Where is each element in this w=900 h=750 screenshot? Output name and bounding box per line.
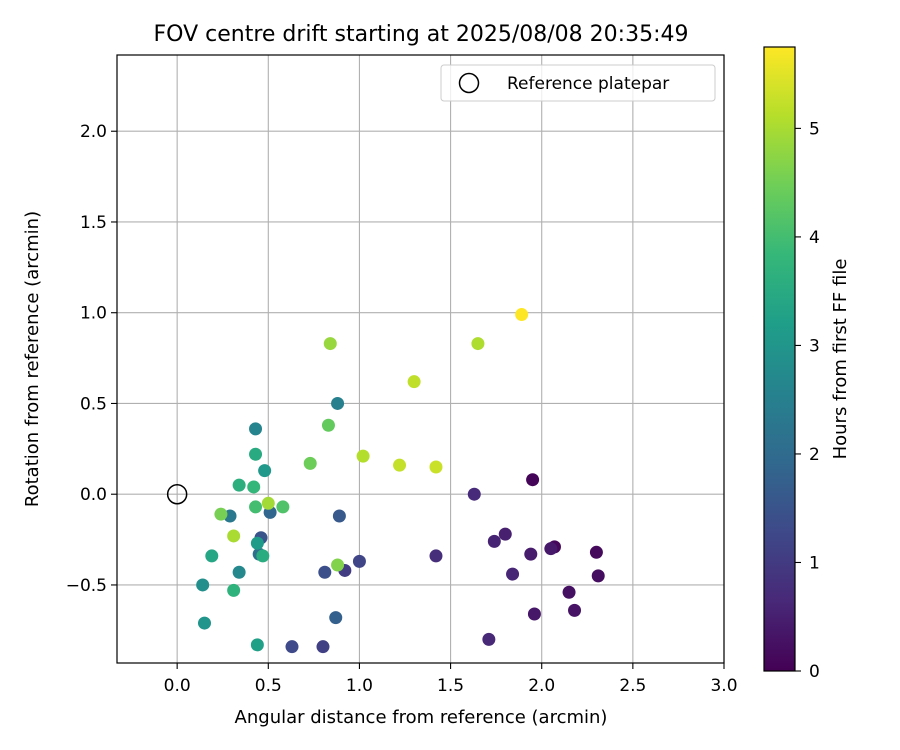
data-point	[249, 422, 263, 436]
data-point	[205, 549, 219, 563]
data-point	[316, 640, 330, 654]
colorbar-tick-label: 0	[809, 662, 820, 682]
data-point	[250, 638, 264, 652]
data-point	[331, 558, 345, 572]
plot-frame	[116, 54, 725, 664]
data-point	[232, 478, 246, 492]
data-point	[227, 583, 241, 597]
x-tick-label: 1.5	[437, 676, 464, 696]
data-point	[332, 509, 346, 523]
colorbar-tick-label: 3	[809, 336, 820, 356]
data-point	[197, 616, 211, 630]
data-point	[471, 337, 485, 351]
legend-box	[440, 64, 716, 102]
grid	[117, 55, 725, 663]
plot-area: 0.0 0.5 1.0 1.5 2.0 2.5 3.0 −0.5 0.0 0.5 1.0 1.5 2.…	[66, 54, 738, 696]
data-point	[285, 640, 299, 654]
data-point	[467, 487, 481, 501]
data-point	[323, 337, 337, 351]
data-point	[256, 549, 270, 563]
data-point	[562, 585, 576, 599]
data-point	[526, 473, 540, 487]
y-tick-label: 0.0	[80, 485, 107, 505]
data-point	[527, 607, 541, 621]
y-axis-label: Rotation from reference (arcmin)	[22, 211, 43, 507]
data-point	[487, 534, 501, 548]
data-point	[249, 447, 263, 461]
x-tick-label: 1.0	[346, 676, 373, 696]
data-point	[429, 460, 443, 474]
y-tick-label: 2.0	[80, 122, 107, 142]
y-tick-label: 0.5	[80, 394, 107, 414]
plot-background	[117, 55, 724, 663]
y-tick-label: −0.5	[66, 576, 107, 596]
y-tick-label: 1.0	[80, 304, 107, 324]
x-tick-label: 2.5	[619, 676, 646, 696]
chart-title: FOV centre drift starting at 2025/08/08 …	[154, 22, 689, 47]
legend-open-circle-icon	[458, 72, 480, 94]
data-point	[568, 603, 582, 617]
colorbar-ticks: 0 1 2 3 4 5	[795, 119, 820, 682]
data-point	[250, 536, 264, 550]
data-point	[303, 456, 317, 470]
colorbar: 0 1 2 3 4 5 Hours from first FF file	[763, 46, 851, 682]
x-tick-label: 2.0	[528, 676, 555, 696]
x-tick-label: 3.0	[710, 676, 737, 696]
data-point	[276, 500, 290, 514]
colorbar-gradient	[763, 46, 796, 672]
x-axis-ticks: 0.0 0.5 1.0 1.5 2.0 2.5 3.0	[164, 663, 738, 696]
x-axis-label: Angular distance from reference (arcmin)	[235, 707, 608, 728]
data-point	[544, 542, 558, 556]
data-point	[227, 529, 241, 543]
data-point	[498, 527, 512, 541]
data-point	[356, 449, 370, 463]
colorbar-tick-label: 1	[809, 553, 820, 573]
x-tick-label: 0.0	[164, 676, 191, 696]
colorbar-tick-label: 4	[809, 228, 820, 248]
x-tick-label: 0.5	[255, 676, 282, 696]
reference-platepar-marker	[166, 483, 188, 505]
data-point	[352, 554, 366, 568]
data-point	[249, 500, 263, 514]
data-point	[247, 480, 261, 494]
data-point	[591, 569, 605, 583]
colorbar-tick-label: 5	[809, 119, 820, 139]
data-point	[318, 565, 332, 579]
data-point	[515, 308, 529, 322]
data-point	[429, 549, 443, 563]
data-point	[214, 507, 228, 521]
data-point	[407, 375, 421, 389]
data-point	[482, 632, 496, 646]
y-axis-ticks: −0.5 0.0 0.5 1.0 1.5 2.0	[66, 122, 117, 596]
data-point	[261, 496, 275, 510]
data-point	[196, 578, 210, 592]
data-point	[524, 547, 538, 561]
legend-entry-label: Reference platepar	[507, 74, 669, 94]
data-point	[232, 565, 246, 579]
colorbar-label: Hours from first FF file	[830, 259, 851, 460]
data-point	[589, 545, 603, 559]
data-point	[321, 418, 335, 432]
data-point	[331, 396, 345, 410]
data-point	[258, 464, 272, 478]
data-points	[196, 308, 605, 654]
colorbar-tick-label: 2	[809, 445, 820, 465]
data-point	[329, 611, 343, 625]
data-point	[506, 567, 520, 581]
legend: Reference platepar	[440, 64, 716, 102]
y-tick-label: 1.5	[80, 213, 107, 233]
data-point	[393, 458, 407, 472]
